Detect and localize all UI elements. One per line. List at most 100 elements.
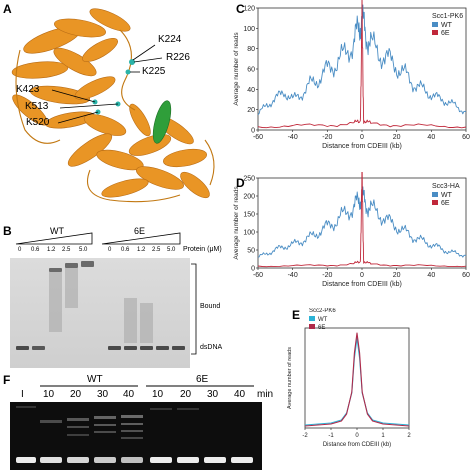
- dsdna-label: dsDNA: [200, 344, 223, 351]
- panel-label-a: A: [3, 2, 12, 16]
- lane-label-i: I: [21, 389, 24, 400]
- y-tick-label: 50: [247, 248, 255, 255]
- x-tick-label: -1: [328, 433, 334, 439]
- lane-wt-20: 20: [70, 389, 82, 400]
- gel-b-group-wt: WT: [50, 226, 64, 236]
- x-tick-label: 0: [355, 433, 359, 439]
- conc-6e-2.5: 2.5: [152, 247, 161, 253]
- legend-swatch-wt: [309, 316, 315, 321]
- x-tick-label: 60: [462, 272, 470, 279]
- chart-title: Scc2-PK6: [309, 308, 336, 314]
- panel-label-e: E: [292, 308, 301, 322]
- gel-f-main-bands: [16, 457, 253, 463]
- conc-wt-0: 0: [18, 247, 22, 253]
- residue-label-k224: K224: [158, 34, 182, 45]
- conc-6e-0.6: 0.6: [121, 247, 130, 253]
- panel-label-d: D: [236, 176, 245, 190]
- protein-concentration-label: Protein (μM): [183, 246, 222, 253]
- y-tick-label: 250: [243, 176, 255, 183]
- legend-label-wt: WT: [318, 317, 328, 323]
- conc-6e-5.0: 5.0: [167, 247, 176, 253]
- y-axis-label: Average number of reads: [233, 186, 240, 260]
- x-tick-label: -40: [288, 134, 298, 141]
- gel-f-lane-labels: I 10 20 30 40 10 20 30 40 min: [0, 389, 274, 401]
- time-unit-label: min: [257, 389, 274, 400]
- x-tick-label: 0: [360, 272, 364, 279]
- legend-label-6e: 6E: [441, 30, 450, 37]
- x-tick-label: -20: [322, 134, 332, 141]
- conc-6e-0: 0: [108, 247, 112, 253]
- conc-wt-0.6: 0.6: [31, 247, 40, 253]
- residue-label-r226: R226: [166, 52, 190, 63]
- gel-b-bound-bands: [49, 261, 94, 272]
- y-tick-label: 0: [251, 266, 255, 273]
- gel-b-smears: [49, 268, 153, 343]
- x-tick-label: -2: [302, 433, 308, 439]
- y-tick-label: 200: [243, 194, 255, 201]
- gel-f-wells: [16, 406, 199, 410]
- x-axis-label: Distance from CDEIII (kb): [322, 281, 402, 288]
- y-axis-label: Average number of reads: [233, 32, 240, 106]
- x-tick-label: -20: [322, 272, 332, 279]
- plot-frame: [304, 327, 410, 429]
- y-tick-label: 150: [243, 212, 255, 219]
- x-axis-label: Distance from CDEIII (kb): [323, 442, 391, 448]
- legend-label-wt: WT: [441, 192, 453, 199]
- x-tick-label: 20: [393, 272, 401, 279]
- concentration-wedges: [15, 232, 181, 245]
- label-leader-lines: [51, 44, 163, 124]
- lane-6e-20: 20: [180, 389, 192, 400]
- x-tick-label: -60: [253, 134, 263, 141]
- conc-wt-2.5: 2.5: [62, 247, 71, 253]
- x-tick-label: 40: [427, 134, 435, 141]
- legend-swatch-wt: [432, 192, 438, 197]
- gel-b-group-6e: 6E: [134, 226, 146, 236]
- dna-helix-highlight: [152, 100, 172, 144]
- y-tick-label: 0: [251, 128, 255, 135]
- panel-label-f: F: [3, 373, 11, 387]
- x-tick-label: 20: [393, 134, 401, 141]
- x-axis-label: Distance from CDEIII (kb): [322, 143, 402, 150]
- legend-swatch-6e: [432, 200, 438, 205]
- x-tick-label: 0: [360, 134, 364, 141]
- legend-swatch-wt: [432, 22, 438, 27]
- panel-label-c: C: [236, 2, 245, 16]
- legend-swatch-6e: [432, 30, 438, 35]
- y-tick-label: 100: [243, 230, 255, 237]
- x-tick-label: 60: [462, 134, 470, 141]
- gel-f-supercoil-bands: [40, 415, 143, 439]
- protein-loops: [15, 29, 215, 203]
- residue-label-k423: K423: [16, 84, 40, 95]
- gel-b-image: [10, 258, 190, 368]
- conc-wt-5.0: 5.0: [79, 247, 88, 253]
- legend-label-wt: WT: [441, 22, 453, 29]
- y-tick-label: 100: [243, 26, 255, 33]
- y-tick-label: 60: [247, 67, 255, 74]
- gel-b-dsdna-bands: [16, 346, 185, 350]
- bound-label: Bound: [200, 303, 221, 310]
- y-tick-label: 120: [243, 6, 255, 13]
- series-line-6e: [257, 0, 467, 129]
- legend-label-6e: 6E: [441, 200, 450, 207]
- chart-title: Scc1-PK6: [432, 13, 463, 20]
- x-tick-label: 40: [427, 272, 435, 279]
- bound-bracket: [191, 263, 197, 355]
- chart-c: -60 -40 -20 0 20 40 60 0 20 40 60 80 100 120 Distance …: [233, 0, 470, 150]
- gel-b-concentration-row: 0 0.6 1.2 2.5 5.0 0 0.6 1.2 2.5 5.0 Prot…: [0, 246, 230, 259]
- lane-6e-40: 40: [234, 389, 246, 400]
- residue-label-k520: K520: [26, 117, 50, 128]
- lane-wt-40: 40: [123, 389, 135, 400]
- y-tick-label: 80: [247, 46, 255, 53]
- conc-wt-1.2: 1.2: [47, 247, 56, 253]
- gel-f-image: [10, 402, 262, 470]
- gel-f-group-6e: 6E: [196, 374, 209, 385]
- conc-6e-1.2: 1.2: [137, 247, 146, 253]
- chart-e: -2 -1 0 1 2 Distance from CDEIII (kb) Average …: [287, 308, 411, 448]
- legend-label-6e: 6E: [318, 325, 325, 331]
- residue-label-k513: K513: [25, 101, 49, 112]
- series-line-6e: [304, 332, 410, 427]
- series-line-6e: [257, 172, 467, 268]
- y-tick-label: 20: [247, 107, 255, 114]
- panel-label-b: B: [3, 224, 12, 238]
- x-tick-label: 1: [381, 433, 385, 439]
